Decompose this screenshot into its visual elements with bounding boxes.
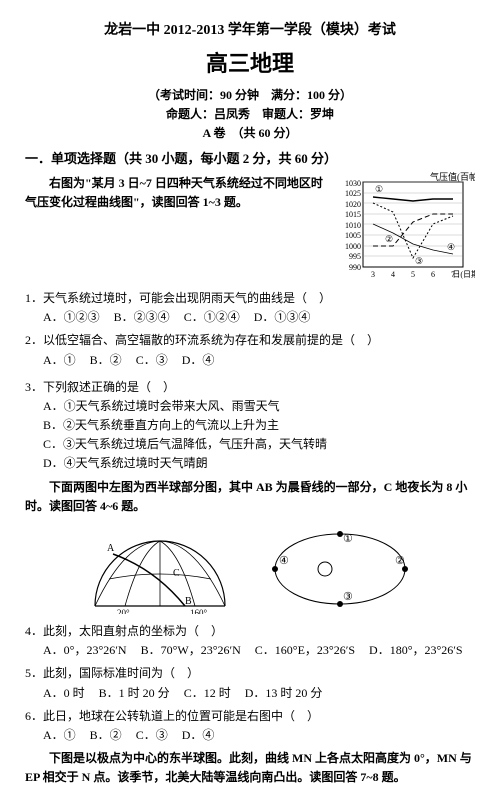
question-3: 3．下列叙述正确的是（ ） A．①天气系统过境时会带来大风、雨雪天气 B．②天气… [25,378,475,474]
svg-text:995: 995 [349,252,361,261]
exam-info: （考试时间：90 分钟 满分：100 分） [25,86,475,105]
orbit-figure: ② ③ ④ ① [265,524,415,614]
q2-opt-c: C．③ [136,351,168,370]
q6-stem: 6．此日，地球在公转轨道上的位置可能是右图中（ ） [25,707,475,726]
hemisphere-figure: A B C 20° 160° [85,524,235,614]
q4-opt-a: A．0°，23°26′N [43,641,127,660]
svg-text:1030: 1030 [345,179,361,188]
svg-text:5: 5 [411,270,415,279]
svg-text:1015: 1015 [345,210,361,219]
q1-opt-a: A．①②③ [43,308,100,327]
q6-opt-b: B．② [90,726,122,745]
q2-stem: 2．以低空辐合、高空辐散的环流系统为存在和发展前提的是（ ） [25,331,475,350]
q3-opt-c: C．③天气系统过境后气温降低，气压升高，天气转晴 [43,435,475,454]
svg-text:④: ④ [279,555,289,567]
svg-text:C: C [173,568,180,579]
q3-opt-b: B．②天气系统垂直方向上的气流以上升为主 [43,416,475,435]
svg-text:①: ① [375,184,383,194]
svg-text:A: A [107,543,115,554]
q5-stem: 5．此刻，国际标准时间为（ ） [25,664,475,683]
subject-title: 高三地理 [25,46,475,81]
svg-text:990: 990 [349,263,361,272]
svg-text:1005: 1005 [345,231,361,240]
svg-text:③: ③ [415,256,423,266]
q3-opt-a: A．①天气系统过境时会带来大风、雨雪天气 [43,397,475,416]
intro-3: 下图是以极点为中心的东半球图。此刻，曲线 MN 上各点太阳高度为 0°，MN 与… [25,749,475,787]
svg-text:B: B [185,596,192,607]
q2-opt-a: A．① [43,351,76,370]
svg-text:4: 4 [391,270,395,279]
svg-text:1010: 1010 [345,221,361,230]
q1-opt-b: B．②③④ [114,308,170,327]
section-1-title: 一．单项选择题（共 30 小题，每小题 2 分，共 60 分） [25,149,475,170]
svg-text:1000: 1000 [345,242,361,251]
question-6: 6．此日，地球在公转轨道上的位置可能是右图中（ ） A．① B．② C．③ D．… [25,707,475,745]
svg-text:6: 6 [431,270,435,279]
q3-opt-d: D．④天气系统过境时天气晴朗 [43,454,475,473]
svg-text:1020: 1020 [345,200,361,209]
q3-stem: 3．下列叙述正确的是（ ） [25,378,475,397]
q1-opt-d: D．①③④ [254,308,311,327]
svg-text:3: 3 [371,270,375,279]
svg-text:②: ② [395,555,405,567]
q2-opt-b: B．② [90,351,122,370]
svg-text:④: ④ [447,242,455,252]
svg-text:20°: 20° [117,608,130,614]
q2-opt-d: D．④ [182,351,215,370]
svg-text:日(日期): 日(日期) [452,270,475,279]
q5-opt-d: D．13 时 20 分 [245,684,323,703]
pressure-chart: 气压值(百帕) 1030 1025 1020 1015 1010 1005 10… [335,170,475,285]
svg-text:1025: 1025 [345,189,361,198]
svg-text:①: ① [343,533,353,545]
question-2: 2．以低空辐合、高空辐散的环流系统为存在和发展前提的是（ ） A．① B．② C… [25,331,475,369]
q1-opt-c: C．①②④ [184,308,240,327]
chart-title: 气压值(百帕) [430,171,475,182]
q4-opt-c: C．160°E，23°26′S [255,641,355,660]
question-4: 4．此刻，太阳直射点的坐标为（ ） A．0°，23°26′N B．70°W，23… [25,622,475,660]
authors-line: 命题人：吕凤秀 审题人：罗坤 [25,105,475,124]
q4-opt-d: D．180°，23°26′S [369,641,463,660]
q4-opt-b: B．70°W，23°26′N [141,641,241,660]
intro-2: 下面两图中左图为西半球部分图，其中 AB 为晨昏线的一部分，C 地夜长为 8 小… [25,478,475,516]
q4-stem: 4．此刻，太阳直射点的坐标为（ ） [25,622,475,641]
q6-opt-d: D．④ [182,726,215,745]
svg-text:③: ③ [343,591,353,603]
q6-opt-c: C．③ [136,726,168,745]
q5-opt-c: C．12 时 [184,684,231,703]
svg-text:②: ② [385,234,393,244]
q5-opt-a: A．0 时 [43,684,85,703]
school-line: 龙岩一中 2012-2013 学年第一学段（模块）考试 [25,20,475,42]
paper-part: A 卷 （共 60 分） [25,124,475,143]
svg-text:160°: 160° [190,608,208,614]
q5-opt-b: B．1 时 20 分 [99,684,170,703]
q6-opt-a: A．① [43,726,76,745]
question-5: 5．此刻，国际标准时间为（ ） A．0 时 B．1 时 20 分 C．12 时 … [25,664,475,702]
